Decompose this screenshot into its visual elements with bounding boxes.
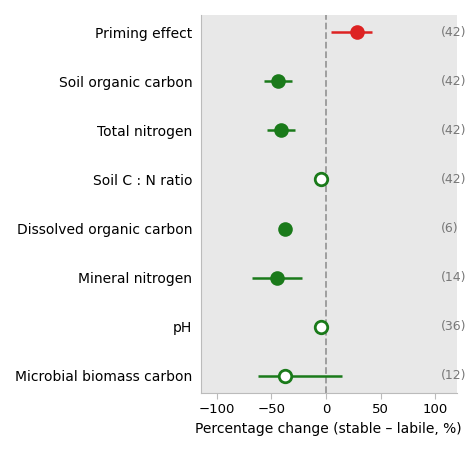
Text: (42): (42) (441, 124, 466, 137)
Text: (36): (36) (441, 320, 466, 333)
Text: (12): (12) (441, 369, 466, 382)
Text: (6): (6) (441, 222, 458, 235)
Text: (42): (42) (441, 173, 466, 186)
Text: (14): (14) (441, 271, 466, 284)
Text: (42): (42) (441, 26, 466, 39)
Text: (42): (42) (441, 75, 466, 88)
X-axis label: Percentage change (stable – labile, %): Percentage change (stable – labile, %) (195, 422, 462, 436)
